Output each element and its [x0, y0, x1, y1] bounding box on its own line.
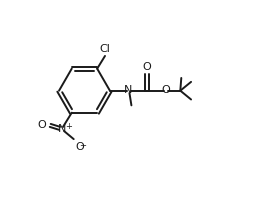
Text: N: N [124, 85, 132, 95]
Text: N: N [58, 124, 66, 134]
Text: +: + [65, 123, 72, 131]
Text: O: O [142, 62, 151, 72]
Text: Cl: Cl [99, 44, 110, 54]
Text: O: O [75, 142, 84, 152]
Text: O: O [161, 85, 170, 95]
Text: −: − [79, 141, 86, 150]
Text: O: O [37, 120, 46, 130]
